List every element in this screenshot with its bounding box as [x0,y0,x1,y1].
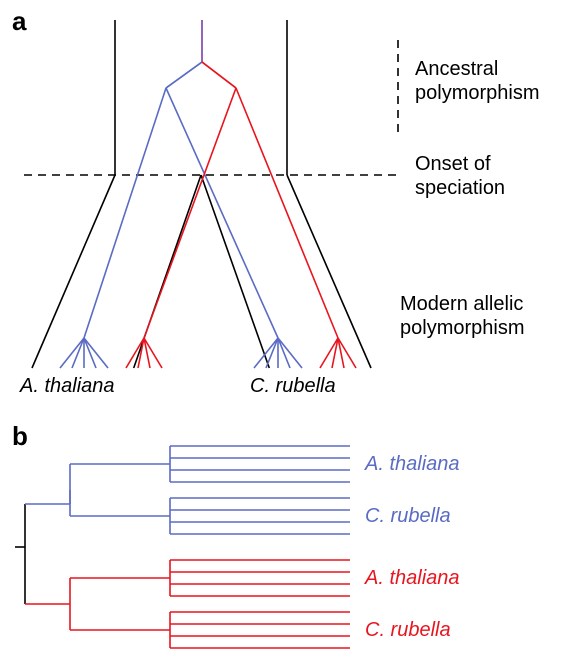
label-species-left: A. thaliana [19,375,115,397]
label-modern: Modern allelicpolymorphism [400,293,524,339]
species-tree-outline [32,20,371,368]
clade-label: C. rubella [365,619,451,641]
label-species-right: C. rubella [250,375,336,397]
clade-label: A. thaliana [364,567,460,589]
label-onset: Onset ofspeciation [415,153,505,199]
clade-label: A. thaliana [364,453,460,475]
clade-label: C. rubella [365,505,451,527]
panel-a-label: a [12,6,27,36]
panel-b-label: b [12,421,28,451]
label-ancestral: Ancestralpolymorphism [415,58,539,104]
